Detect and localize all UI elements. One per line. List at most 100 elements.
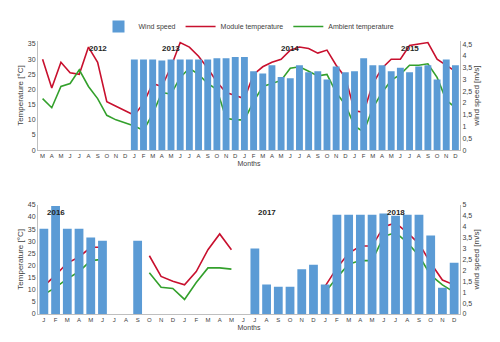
svg-text:35: 35 bbox=[28, 226, 36, 233]
svg-text:Months: Months bbox=[238, 324, 261, 331]
svg-text:J: J bbox=[183, 317, 186, 323]
svg-text:A: A bbox=[124, 317, 128, 323]
svg-text:2018: 2018 bbox=[387, 208, 405, 217]
svg-text:20: 20 bbox=[28, 86, 36, 93]
svg-text:3,5: 3,5 bbox=[462, 234, 472, 241]
svg-text:J: J bbox=[408, 153, 411, 159]
svg-text:2014: 2014 bbox=[281, 44, 299, 53]
svg-text:J: J bbox=[298, 153, 301, 159]
svg-text:Temperature [°C]: Temperature [°C] bbox=[17, 229, 26, 290]
svg-text:M: M bbox=[205, 317, 210, 323]
svg-text:3: 3 bbox=[462, 76, 466, 83]
svg-text:D: D bbox=[453, 153, 458, 159]
svg-text:S: S bbox=[206, 153, 210, 159]
svg-text:A: A bbox=[160, 153, 164, 159]
svg-text:O: O bbox=[288, 317, 293, 323]
svg-text:J: J bbox=[394, 317, 397, 323]
svg-text:A: A bbox=[265, 317, 269, 323]
svg-text:15: 15 bbox=[28, 101, 36, 108]
svg-text:1,5: 1,5 bbox=[462, 111, 472, 118]
svg-text:0,5: 0,5 bbox=[462, 135, 472, 142]
svg-text:D: D bbox=[233, 153, 238, 159]
svg-text:35: 35 bbox=[28, 40, 36, 47]
svg-text:2017: 2017 bbox=[258, 208, 276, 217]
svg-text:0,5: 0,5 bbox=[462, 300, 472, 307]
svg-text:M: M bbox=[229, 317, 234, 323]
svg-text:wind speed [m/s]: wind speed [m/s] bbox=[472, 229, 481, 290]
svg-text:M: M bbox=[370, 317, 375, 323]
svg-text:N: N bbox=[440, 317, 444, 323]
svg-text:0: 0 bbox=[32, 147, 36, 154]
svg-text:M: M bbox=[279, 153, 284, 159]
svg-text:1: 1 bbox=[462, 123, 466, 130]
svg-text:O: O bbox=[435, 153, 440, 159]
svg-text:D: D bbox=[452, 317, 457, 323]
svg-text:A: A bbox=[405, 317, 409, 323]
svg-text:2013: 2013 bbox=[162, 44, 180, 53]
svg-text:J: J bbox=[179, 153, 182, 159]
svg-text:2015: 2015 bbox=[401, 44, 419, 53]
svg-text:O: O bbox=[428, 317, 433, 323]
svg-text:D: D bbox=[311, 317, 316, 323]
svg-text:S: S bbox=[276, 317, 280, 323]
svg-text:wind speed [m/s]: wind speed [m/s] bbox=[472, 66, 481, 127]
svg-text:S: S bbox=[426, 153, 430, 159]
svg-text:F: F bbox=[335, 317, 339, 323]
svg-text:N: N bbox=[334, 153, 338, 159]
svg-text:2: 2 bbox=[462, 99, 466, 106]
svg-text:N: N bbox=[224, 153, 228, 159]
svg-text:J: J bbox=[242, 317, 245, 323]
svg-text:A: A bbox=[417, 153, 421, 159]
svg-text:Wind speed: Wind speed bbox=[139, 23, 176, 31]
svg-text:O: O bbox=[147, 317, 152, 323]
svg-text:F: F bbox=[362, 153, 366, 159]
svg-text:4: 4 bbox=[462, 52, 466, 59]
svg-text:M: M bbox=[370, 153, 375, 159]
svg-text:3,5: 3,5 bbox=[462, 64, 472, 71]
svg-text:J: J bbox=[78, 153, 81, 159]
svg-text:J: J bbox=[113, 317, 116, 323]
svg-text:Ambient temperature: Ambient temperature bbox=[328, 23, 393, 31]
svg-text:25: 25 bbox=[28, 250, 36, 257]
svg-text:M: M bbox=[88, 317, 93, 323]
svg-text:5: 5 bbox=[462, 201, 466, 208]
svg-text:N: N bbox=[300, 317, 304, 323]
svg-text:J: J bbox=[289, 153, 292, 159]
svg-text:M: M bbox=[65, 317, 70, 323]
svg-text:A: A bbox=[380, 153, 384, 159]
svg-text:A: A bbox=[218, 317, 222, 323]
svg-text:A: A bbox=[197, 153, 201, 159]
svg-text:45: 45 bbox=[28, 201, 36, 208]
svg-text:M: M bbox=[389, 153, 394, 159]
svg-text:15: 15 bbox=[28, 274, 36, 281]
svg-text:A: A bbox=[77, 317, 81, 323]
svg-text:O: O bbox=[215, 153, 220, 159]
svg-text:J: J bbox=[133, 153, 136, 159]
svg-text:J: J bbox=[188, 153, 191, 159]
svg-text:M: M bbox=[150, 153, 155, 159]
svg-text:F: F bbox=[252, 153, 256, 159]
svg-text:F: F bbox=[142, 153, 146, 159]
svg-text:1,5: 1,5 bbox=[462, 278, 472, 285]
svg-text:N: N bbox=[159, 317, 163, 323]
svg-text:A: A bbox=[358, 317, 362, 323]
svg-text:2,5: 2,5 bbox=[462, 256, 472, 263]
svg-text:J: J bbox=[399, 153, 402, 159]
svg-text:F: F bbox=[54, 317, 58, 323]
svg-text:Temperature [°C]: Temperature [°C] bbox=[17, 65, 26, 126]
svg-text:O: O bbox=[104, 153, 109, 159]
svg-text:D: D bbox=[123, 153, 128, 159]
svg-text:J: J bbox=[69, 153, 72, 159]
svg-text:30: 30 bbox=[28, 238, 36, 245]
svg-text:N: N bbox=[114, 153, 118, 159]
svg-text:5: 5 bbox=[32, 298, 36, 305]
svg-text:10: 10 bbox=[28, 286, 36, 293]
svg-text:F: F bbox=[194, 317, 198, 323]
svg-text:0: 0 bbox=[462, 147, 466, 154]
svg-text:J: J bbox=[353, 153, 356, 159]
svg-text:J: J bbox=[42, 317, 45, 323]
svg-text:A: A bbox=[307, 153, 311, 159]
svg-text:40: 40 bbox=[28, 213, 36, 220]
svg-text:M: M bbox=[58, 153, 63, 159]
svg-text:J: J bbox=[243, 153, 246, 159]
